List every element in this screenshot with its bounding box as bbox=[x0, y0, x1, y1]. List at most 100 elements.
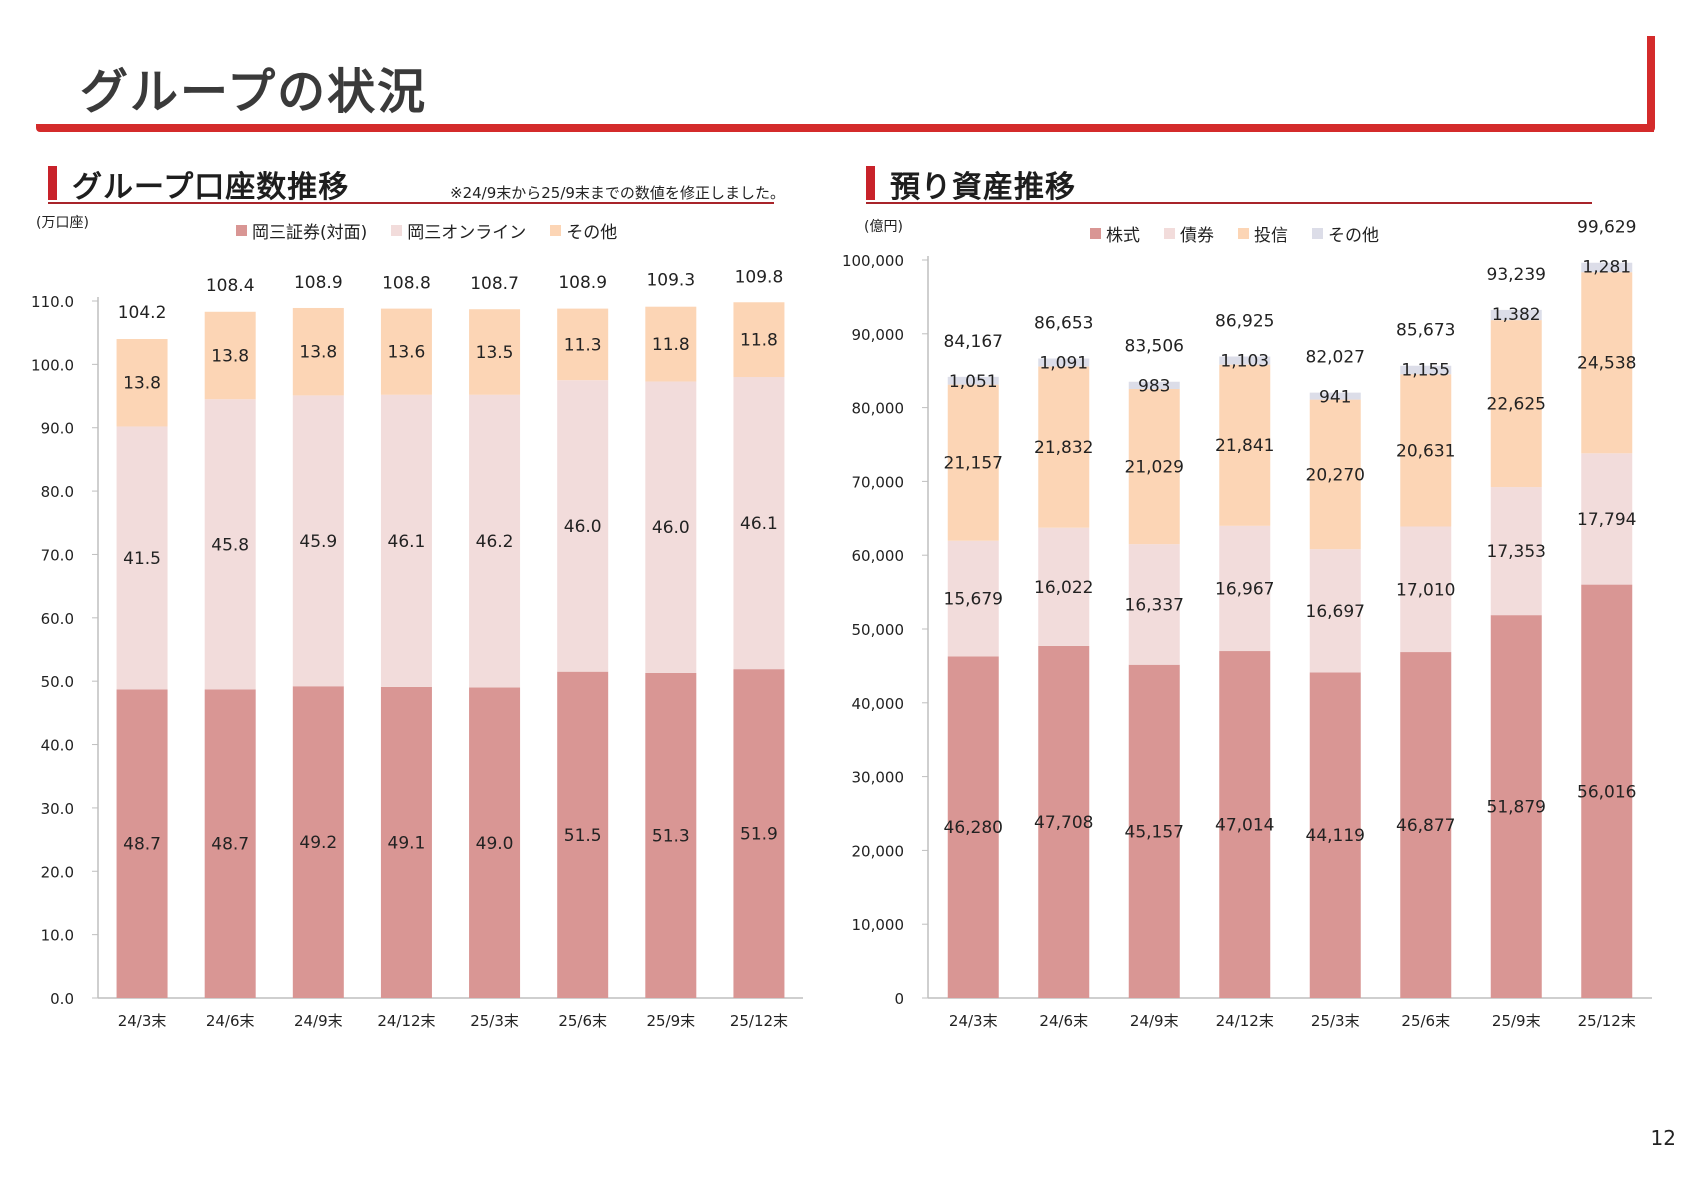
bar-total-label: 108.9 bbox=[294, 273, 343, 293]
bar-segment bbox=[1309, 549, 1361, 673]
left-section-title: グループ口座数推移 bbox=[72, 170, 350, 205]
bar-segment bbox=[469, 309, 521, 395]
bar-value-label: 1,051 bbox=[949, 372, 998, 392]
bar-value-label: 24,538 bbox=[1577, 354, 1636, 374]
y-tick-label: 60,000 bbox=[852, 547, 905, 565]
bar-value-label: 21,029 bbox=[1125, 458, 1184, 478]
x-tick-label: 25/6末 bbox=[1401, 1012, 1450, 1030]
bar-segment bbox=[204, 311, 256, 400]
y-tick-label: 50.0 bbox=[41, 673, 74, 691]
account-count-chart: 0.0 10.0 20.0 30.0 40.0 50.0 60.0 70.0 80.0 90.0 1… bbox=[31, 267, 803, 1030]
y-tick-label: 30,000 bbox=[852, 769, 905, 787]
bar-value-label: 16,697 bbox=[1306, 602, 1365, 622]
bar-value-label: 21,841 bbox=[1215, 436, 1274, 456]
bar-value-label: 20,631 bbox=[1396, 441, 1455, 461]
y-tick-label: 0.0 bbox=[50, 990, 74, 1008]
bar-segment bbox=[1490, 309, 1542, 321]
legend-item: 投信 bbox=[1238, 221, 1288, 246]
bar-value-label: 13.5 bbox=[476, 343, 514, 363]
bar-segment bbox=[116, 426, 168, 690]
bar-value-label: 48.7 bbox=[211, 835, 249, 855]
bar-value-label: 47,708 bbox=[1034, 813, 1093, 833]
y-tick-label: 40.0 bbox=[41, 737, 74, 755]
bar-value-label: 45.8 bbox=[211, 535, 249, 555]
right-section-marker bbox=[866, 166, 875, 200]
bar-segment bbox=[557, 380, 609, 672]
bar-segment bbox=[645, 672, 697, 998]
bar-segment bbox=[1219, 525, 1271, 652]
bar-segment bbox=[1219, 364, 1271, 526]
bar-segment bbox=[292, 307, 344, 396]
bar-segment bbox=[1128, 544, 1180, 665]
x-tick-label: 25/9末 bbox=[1492, 1012, 1541, 1030]
bar-segment bbox=[380, 308, 432, 395]
y-tick-label: 20,000 bbox=[852, 842, 905, 860]
bar-value-label: 46.0 bbox=[652, 518, 690, 538]
bar-segment bbox=[947, 656, 999, 998]
bar-value-label: 15,679 bbox=[944, 590, 1003, 610]
bar-total-label: 104.2 bbox=[118, 303, 167, 323]
bar-segment bbox=[1128, 381, 1180, 389]
legend-item: 株式 bbox=[1090, 221, 1140, 246]
legend-label: その他 bbox=[566, 223, 618, 243]
y-tick-label: 20.0 bbox=[41, 863, 74, 881]
x-tick-label: 24/3末 bbox=[118, 1012, 167, 1030]
bar-value-label: 21,832 bbox=[1034, 438, 1093, 458]
bar-total-label: 99,629 bbox=[1577, 218, 1636, 238]
y-tick-label: 10.0 bbox=[41, 927, 74, 945]
bar-segment bbox=[1219, 356, 1271, 365]
y-tick-label: 40,000 bbox=[852, 695, 905, 713]
bar-value-label: 44,119 bbox=[1306, 826, 1365, 846]
bar-segment bbox=[1490, 487, 1542, 616]
bar-segment bbox=[947, 376, 999, 385]
bar-segment bbox=[733, 377, 785, 670]
legend-swatch bbox=[391, 225, 403, 236]
left-chart-legend: 岡三証券(対面) 岡三オンライン その他 bbox=[236, 218, 641, 243]
bar-value-label: 1,281 bbox=[1582, 258, 1631, 278]
legend-item: 岡三オンライン bbox=[391, 218, 526, 243]
bar-value-label: 1,155 bbox=[1401, 361, 1450, 381]
bar-value-label: 16,967 bbox=[1215, 579, 1274, 599]
bar-segment bbox=[1038, 358, 1090, 367]
bar-segment bbox=[1128, 664, 1180, 998]
right-unit-label: (億円) bbox=[864, 219, 903, 235]
bar-segment bbox=[116, 689, 168, 998]
legend-swatch bbox=[1238, 228, 1249, 239]
deposit-assets-chart: 0 10,000 20,000 30,000 40,000 50,000 60,000 70,… bbox=[842, 218, 1652, 1030]
bar-segment bbox=[1581, 262, 1633, 273]
bar-value-label: 983 bbox=[1138, 377, 1170, 397]
bar-value-label: 46.2 bbox=[476, 532, 514, 552]
x-tick-label: 24/9末 bbox=[1130, 1012, 1179, 1030]
legend-label: 投信 bbox=[1254, 226, 1288, 246]
y-tick-label: 80.0 bbox=[41, 483, 74, 501]
legend-label: 株式 bbox=[1106, 226, 1140, 246]
bar-value-label: 46.1 bbox=[740, 514, 778, 534]
left-section-marker bbox=[48, 166, 57, 200]
x-tick-label: 25/3末 bbox=[1311, 1012, 1360, 1030]
bar-value-label: 17,010 bbox=[1396, 580, 1455, 600]
bar-value-label: 22,625 bbox=[1487, 395, 1546, 415]
bar-total-label: 84,167 bbox=[944, 332, 1003, 352]
y-tick-label: 0 bbox=[894, 990, 904, 1008]
bar-segment bbox=[1038, 366, 1090, 528]
bar-value-label: 11.8 bbox=[652, 335, 690, 355]
bar-value-label: 1,103 bbox=[1220, 351, 1269, 371]
bar-segment bbox=[1490, 615, 1542, 998]
x-tick-label: 24/6末 bbox=[206, 1012, 255, 1030]
y-tick-label: 10,000 bbox=[852, 916, 905, 934]
bar-total-label: 86,925 bbox=[1215, 311, 1274, 331]
bar-segment bbox=[1490, 320, 1542, 488]
title-underline bbox=[36, 124, 1654, 132]
bar-segment bbox=[557, 671, 609, 998]
bar-segment bbox=[116, 339, 168, 427]
bar-segment bbox=[1581, 272, 1633, 454]
legend-item: その他 bbox=[1312, 221, 1379, 246]
bar-value-label: 45.9 bbox=[299, 532, 337, 552]
bar-segment bbox=[1400, 365, 1452, 375]
bar-value-label: 1,091 bbox=[1039, 354, 1088, 374]
y-tick-label: 100.0 bbox=[31, 356, 74, 374]
x-tick-label: 25/6末 bbox=[558, 1012, 607, 1030]
bar-segment bbox=[1400, 526, 1452, 653]
bar-value-label: 45,157 bbox=[1125, 822, 1184, 842]
y-tick-label: 110.0 bbox=[31, 293, 74, 311]
